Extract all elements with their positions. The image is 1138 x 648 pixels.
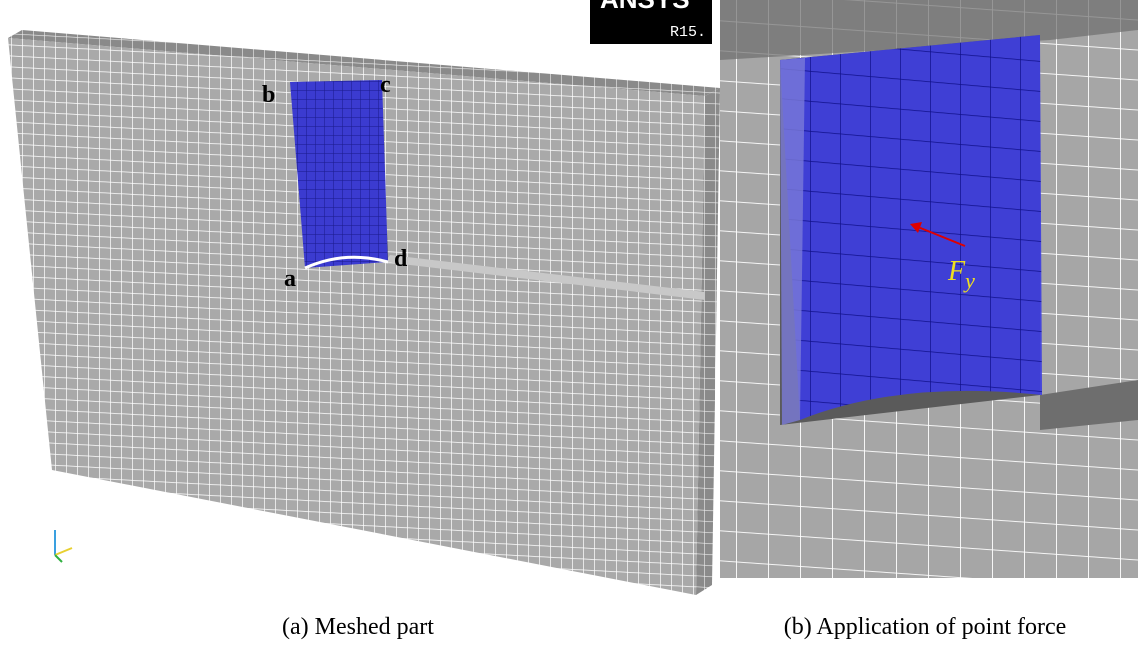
force-symbol: F: [947, 256, 966, 287]
axis-triad: [55, 530, 72, 562]
meshed-part: a b c d ANSYS R15.: [8, 0, 720, 595]
logo: ANSYS: [600, 0, 690, 14]
corner-label: b: [262, 82, 275, 108]
force-subscript: y: [963, 268, 975, 293]
slot-surface: [780, 35, 1042, 420]
corner-label: a: [284, 266, 296, 292]
zoom-view: Fy: [720, 0, 1138, 578]
figure: a b c d ANSYS R15. Fy (a) Meshed part (b…: [0, 0, 1138, 648]
version: R15.: [670, 24, 706, 41]
caption: (b) Application of point force: [784, 614, 1067, 640]
corner-label: d: [394, 246, 408, 272]
slot-surface: [290, 80, 388, 268]
corner-label: c: [380, 72, 391, 98]
caption: (a) Meshed part: [282, 614, 434, 640]
